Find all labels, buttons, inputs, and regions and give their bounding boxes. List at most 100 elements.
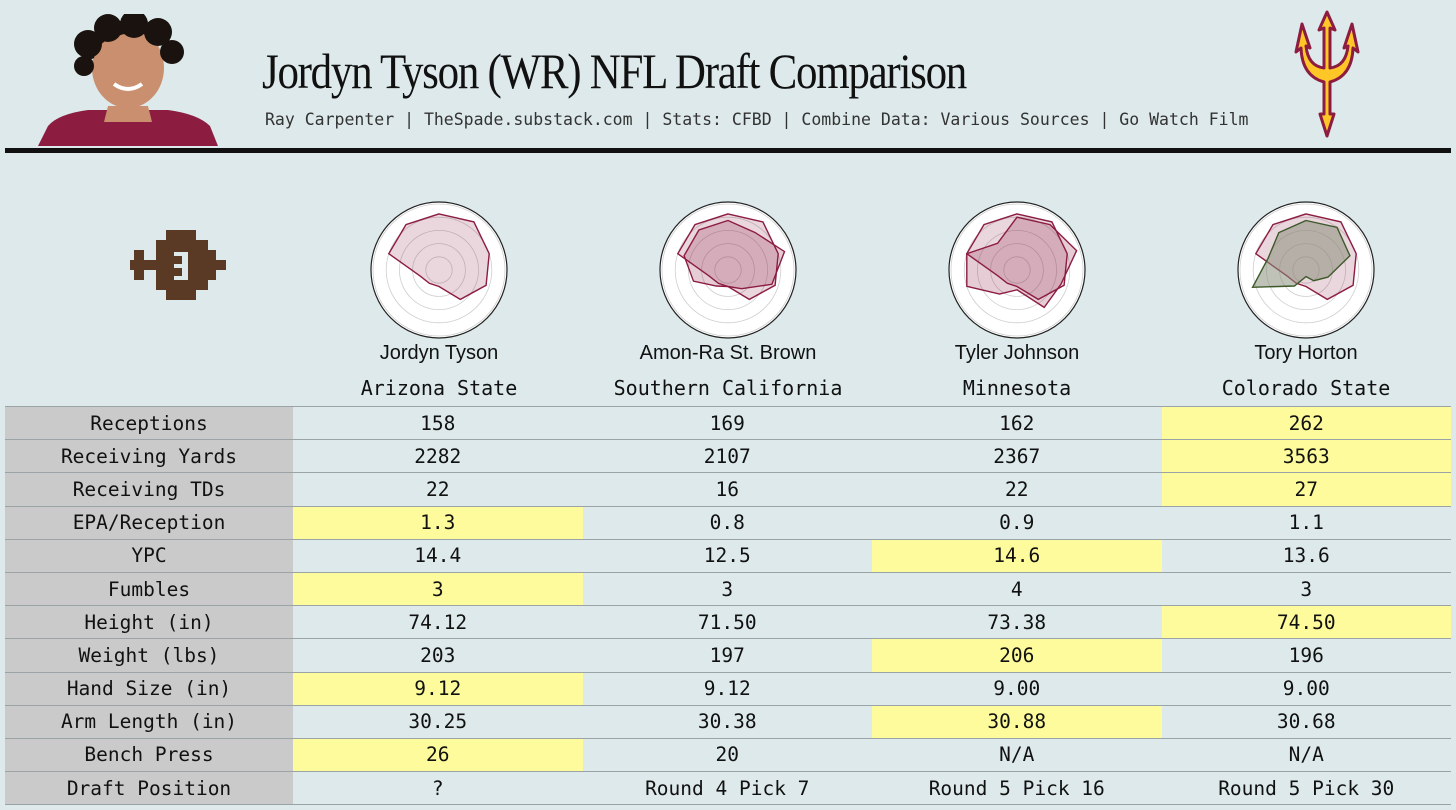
table-cell: 2107 xyxy=(582,439,872,474)
spade-logo-icon xyxy=(130,230,226,300)
table-cell: 13.6 xyxy=(1161,538,1451,573)
row-label: Fumbles xyxy=(5,571,293,607)
radar-player-polygon xyxy=(683,219,786,290)
table-cell: N/A xyxy=(1161,737,1451,773)
radar-chart-st-brown xyxy=(659,201,797,339)
table-row: Hand Size (in) 9.12 9.12 9.00 9.00 xyxy=(5,671,1451,706)
table-cell: 3563 xyxy=(1161,439,1451,474)
table-cell: 9.00 xyxy=(1161,671,1451,706)
row-label: Draft Position xyxy=(5,771,293,806)
radar-player-polygon xyxy=(1251,219,1351,289)
radar-player-polygon xyxy=(966,216,1078,309)
table-cell: 196 xyxy=(1161,638,1451,673)
row-label: Height (in) xyxy=(5,605,293,640)
player-name: Tory Horton xyxy=(1254,342,1358,364)
row-label: EPA/Reception xyxy=(5,505,293,540)
table-cell: 3 xyxy=(582,571,872,607)
row-label: YPC xyxy=(5,538,293,573)
table-cell: 12.5 xyxy=(582,538,872,573)
table-cell: 262 xyxy=(1161,405,1451,441)
table-cell: 169 xyxy=(582,405,872,441)
table-cell: 2367 xyxy=(872,439,1162,474)
row-label: Receptions xyxy=(5,405,293,441)
asu-pitchfork-logo-icon xyxy=(1294,10,1360,138)
radar-grid-ring xyxy=(977,230,1057,310)
row-label: Receiving Yards xyxy=(5,439,293,474)
player-school: Arizona State xyxy=(360,376,518,400)
table-cell: 74.50 xyxy=(1161,605,1451,640)
table-cell: 27 xyxy=(1161,472,1451,507)
table-cell: 3 xyxy=(293,571,583,607)
radar-grid-ring xyxy=(425,256,453,284)
row-label: Hand Size (in) xyxy=(5,671,293,706)
radar-chart-tyson xyxy=(370,201,508,339)
radar-grid-ring xyxy=(399,230,479,310)
radar-chart-horton xyxy=(1237,201,1375,339)
table-cell: 30.68 xyxy=(1161,704,1451,739)
radar-grid-ring xyxy=(674,216,782,324)
row-label: Bench Press xyxy=(5,737,293,773)
radar-outer-ring xyxy=(948,201,1086,339)
table-cell: 2282 xyxy=(293,439,583,474)
table-cell: ? xyxy=(293,771,583,806)
table-cell: 30.38 xyxy=(582,704,872,739)
table-cell: 22 xyxy=(293,472,583,507)
player-name: Jordyn Tyson xyxy=(379,342,499,364)
player-school: Colorado State xyxy=(1221,376,1391,400)
player-school: Minnesota xyxy=(962,376,1072,400)
table-cell: 162 xyxy=(872,405,1162,441)
page-title: Jordyn Tyson (WR) NFL Draft Comparison xyxy=(262,43,967,99)
comparison-table: Receptions 158 169 162 262 Receiving Yards 228… xyxy=(5,405,1451,806)
radar-outer-ring xyxy=(659,201,797,339)
player-name: Amon-Ra St. Brown xyxy=(639,342,817,364)
table-cell: 73.38 xyxy=(872,605,1162,640)
table-row: EPA/Reception 1.3 0.8 0.9 1.1 xyxy=(5,505,1451,540)
header: Jordyn Tyson (WR) NFL Draft Comparison R… xyxy=(0,0,1456,150)
table-cell: 158 xyxy=(293,405,583,441)
table-row: Weight (lbs) 203 197 206 196 xyxy=(5,638,1451,673)
radar-grid-ring xyxy=(1239,203,1373,337)
table-cell: Round 5 Pick 30 xyxy=(1161,771,1451,806)
table-cell: 1.3 xyxy=(293,505,583,540)
radar-grid-ring xyxy=(1252,216,1360,324)
table-cell: 14.4 xyxy=(293,538,583,573)
table-cell: 197 xyxy=(582,638,872,673)
table-cell: 22 xyxy=(872,472,1162,507)
table-row: Height (in) 74.12 71.50 73.38 74.50 xyxy=(5,605,1451,640)
table-cell: 0.8 xyxy=(582,505,872,540)
table-cell: 9.00 xyxy=(872,671,1162,706)
radar-grid-ring xyxy=(714,256,742,284)
radar-reference-polygon xyxy=(965,213,1068,301)
table-row: YPC 14.4 12.5 14.6 13.6 xyxy=(5,538,1451,573)
table-cell: Round 4 Pick 7 xyxy=(582,771,872,806)
radar-outer-ring xyxy=(370,201,508,339)
player-name: Tyler Johnson xyxy=(954,342,1080,364)
row-label: Receiving TDs xyxy=(5,472,293,507)
radar-grid-ring xyxy=(385,216,493,324)
table-cell: 4 xyxy=(872,571,1162,607)
table-cell: 16 xyxy=(582,472,872,507)
table-row: Bench Press 26 20 N/A N/A xyxy=(5,737,1451,773)
table-cell: 74.12 xyxy=(293,605,583,640)
table-row: Receiving Yards 2282 2107 2367 3563 xyxy=(5,439,1451,474)
table-cell: 9.12 xyxy=(293,671,583,706)
radar-grid-ring xyxy=(950,203,1084,337)
table-row: Draft Position? Round 4 Pick 7 Round 5 Pic… xyxy=(5,771,1451,806)
table-row: Arm Length (in) 30.25 30.38 30.88 30.68 xyxy=(5,704,1451,739)
table-row: Fumbles 3 3 4 3 xyxy=(5,571,1451,607)
table-cell: 30.25 xyxy=(293,704,583,739)
table-cell: 71.50 xyxy=(582,605,872,640)
table-cell: 3 xyxy=(1161,571,1451,607)
table-cell: 9.12 xyxy=(582,671,872,706)
row-label: Arm Length (in) xyxy=(5,704,293,739)
table-cell: 26 xyxy=(293,737,583,773)
table-cell: 1.1 xyxy=(1161,505,1451,540)
table-cell: 20 xyxy=(582,737,872,773)
table-cell: Round 5 Pick 16 xyxy=(872,771,1162,806)
radar-chart-johnson xyxy=(948,201,1086,339)
table-cell: 30.88 xyxy=(872,704,1162,739)
table-cell: 0.9 xyxy=(872,505,1162,540)
table-row: Receptions 158 169 162 262 xyxy=(5,405,1451,441)
table-cell: 206 xyxy=(872,638,1162,673)
table-cell: N/A xyxy=(872,737,1162,773)
